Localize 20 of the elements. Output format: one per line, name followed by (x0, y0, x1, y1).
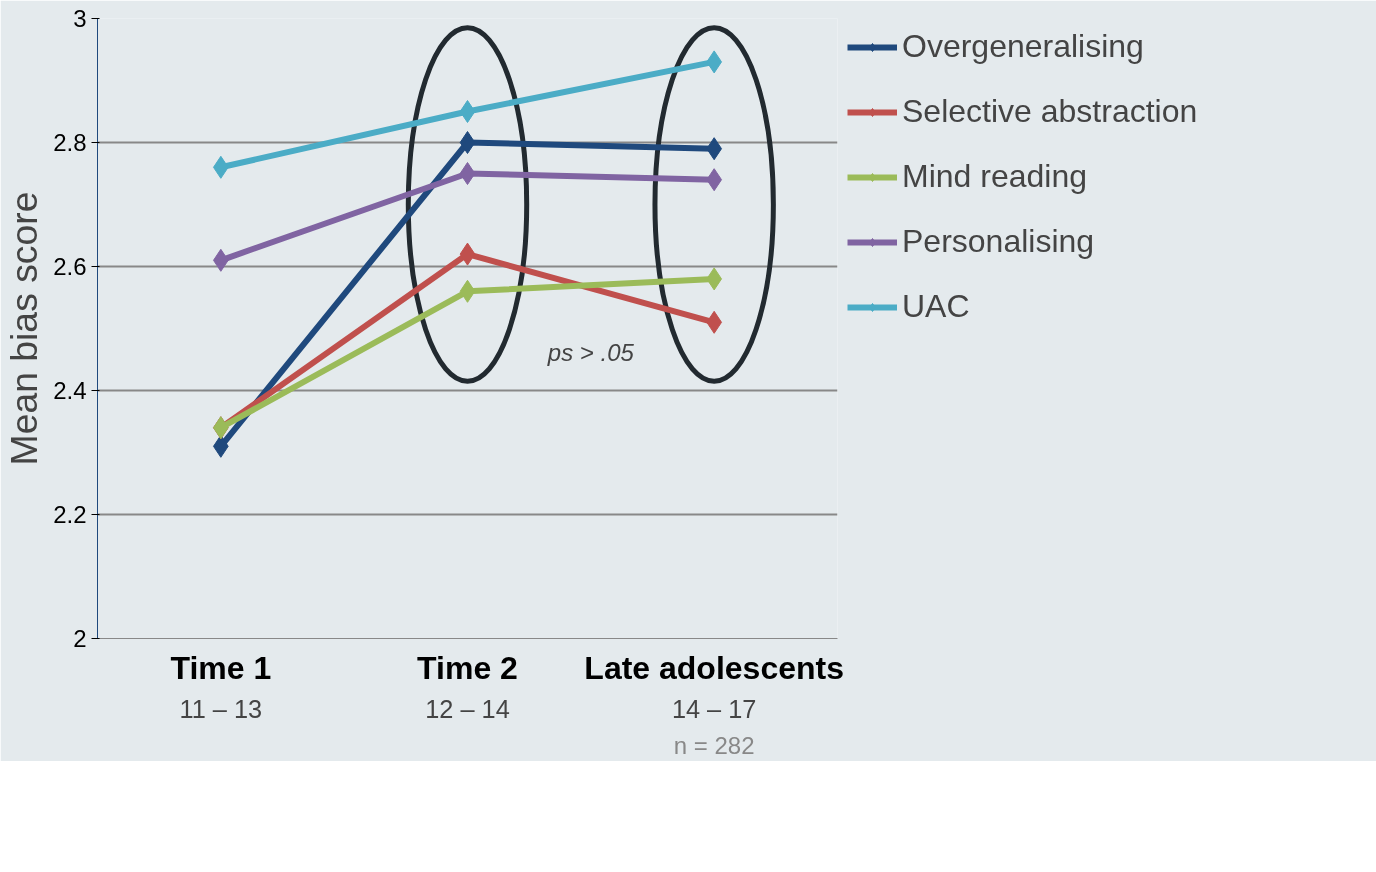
text: 11 – 13 (179, 694, 263, 723)
x-tick-label: Time 2 (417, 649, 518, 686)
y-tick-label: 2.2 (53, 501, 87, 528)
x-tick-label: Time 1 (170, 649, 272, 686)
y-tick-label: 2 (73, 625, 87, 652)
text: n = 282 (673, 731, 755, 759)
legend-label: Overgeneralising (902, 28, 1144, 65)
text: 12 – 14 (425, 694, 510, 723)
y-tick-label: 2.6 (53, 253, 87, 280)
legend-label: UAC (902, 288, 970, 325)
legend-label: Personalising (902, 223, 1095, 260)
x-tick-label: Late adolescents (584, 649, 844, 686)
y-tick-label: 2.4 (53, 377, 87, 404)
y-tick-label: 2.8 (53, 129, 87, 156)
annotation: ps > .05 (546, 338, 635, 366)
y-axis-title: Mean bias score (3, 191, 46, 466)
y-tick-label: 3 (73, 5, 87, 32)
text: 14 – 17 (671, 694, 757, 723)
legend-label: Mind reading (902, 158, 1087, 195)
legend-label: Selective abstraction (902, 93, 1198, 130)
